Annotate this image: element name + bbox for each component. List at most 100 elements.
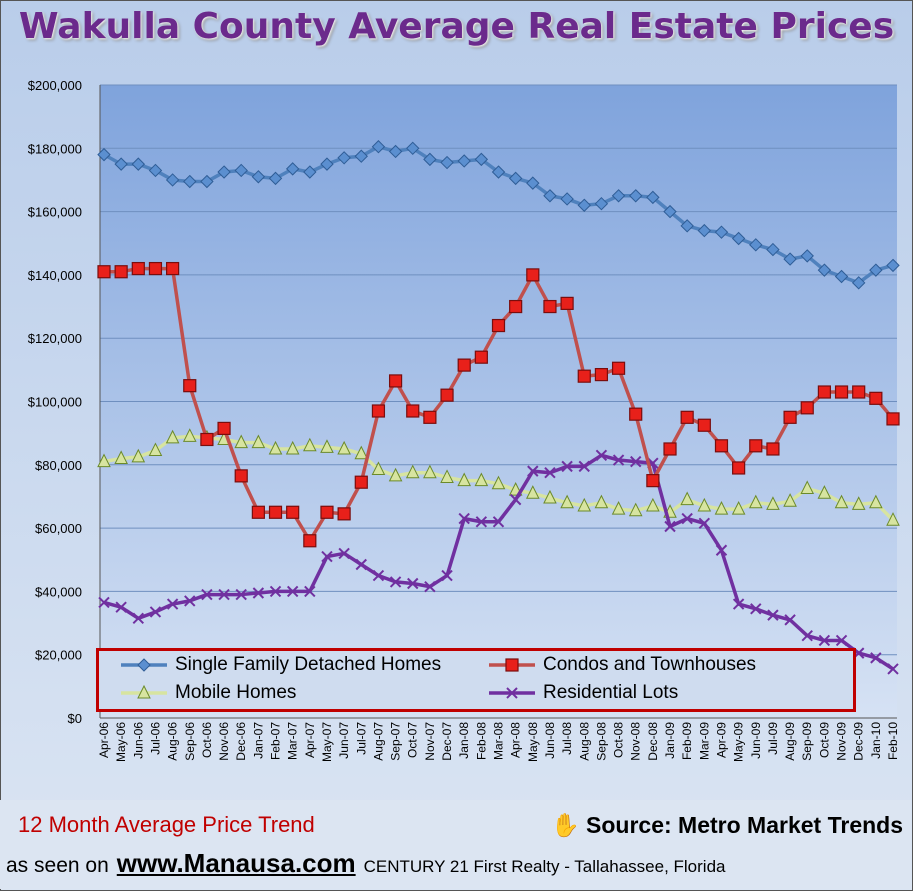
x-tick-label: Aug-07: [371, 722, 385, 761]
x-marker: [561, 460, 573, 473]
x-marker: [835, 634, 848, 647]
x-tick-label: Apr-09: [714, 722, 728, 758]
x-tick-label: Jul-07: [354, 722, 368, 755]
x-tick-label: Nov-08: [629, 722, 643, 761]
triangle-marker: [611, 500, 626, 515]
x-marker: [870, 652, 882, 664]
series-single-family-detached-homes: [97, 140, 900, 290]
square-marker: [320, 505, 334, 519]
triangle-marker: [731, 500, 746, 515]
diamond-marker: [766, 242, 780, 257]
square-marker: [491, 318, 506, 333]
triangle-marker: [577, 497, 592, 512]
diamond-legend-icon: [121, 658, 167, 672]
triangle-marker: [680, 491, 694, 506]
x-tick-label: Jul-06: [148, 722, 162, 755]
triangle-marker: [594, 494, 609, 509]
x-marker: [767, 609, 779, 621]
diamond-marker: [440, 155, 454, 170]
diamond-marker: [320, 157, 334, 171]
diamond-marker: [560, 192, 574, 206]
chart-svg: $0 $20,000 $40,000 $60,000 $80,000 $100,000 $1…: [28, 78, 900, 762]
x-tick-label: May-07: [320, 722, 334, 762]
diamond-marker: [851, 276, 866, 290]
square-marker: [852, 385, 866, 399]
x-marker: [304, 585, 316, 598]
triangle-marker: [337, 440, 351, 455]
x-tick-label: Mar-09: [697, 722, 711, 760]
x-marker: [132, 612, 145, 625]
square-marker: [732, 461, 746, 475]
square-marker: [646, 474, 660, 488]
website-line: as seen on www.Manausa.com CENTURY 21 Firs…: [6, 848, 726, 878]
diamond-marker: [834, 269, 849, 284]
legend-item: Single Family Detached Homes: [119, 654, 441, 676]
triangle-marker: [697, 497, 712, 512]
diamond-marker: [371, 140, 386, 154]
x-marker: [595, 449, 608, 462]
diamond-marker: [800, 249, 814, 263]
triangle-marker: [748, 494, 763, 509]
square-marker: [526, 268, 540, 282]
square-marker: [663, 442, 677, 456]
diamond-marker: [714, 225, 729, 239]
diamond-marker: [268, 171, 283, 186]
square-marker: [337, 507, 351, 521]
diamond-marker: [594, 196, 609, 211]
x-tick-label: Jun-08: [543, 722, 557, 759]
triangle-marker: [800, 480, 815, 495]
square-marker: [457, 358, 471, 372]
y-tick-label: $160,000: [28, 205, 82, 220]
diamond-marker: [491, 165, 506, 179]
square-marker: [217, 421, 231, 436]
diamond-marker: [354, 149, 368, 163]
x-tick-label: May-06: [114, 722, 128, 762]
x-marker: [784, 614, 796, 626]
diamond-marker: [697, 223, 712, 238]
x-marker: [338, 547, 350, 560]
diamond-marker: [731, 231, 746, 246]
x-legend-icon: [489, 687, 535, 699]
x-tick-label: Apr-06: [97, 722, 111, 758]
x-tick-label: Oct-08: [612, 722, 626, 758]
x-tick-label: Sep-07: [389, 722, 403, 761]
x-marker: [372, 569, 385, 582]
x-marker: [492, 516, 505, 528]
square-marker: [783, 410, 797, 424]
x-marker: [269, 585, 282, 598]
x-marker: [475, 516, 488, 528]
x-tick-label: May-09: [732, 722, 746, 762]
diamond-marker: [303, 165, 317, 179]
x-tick-label: Jan-09: [663, 722, 677, 759]
x-marker: [732, 598, 745, 610]
source-caption: ✋ Source: Metro Market Trends: [551, 812, 903, 838]
square-marker: [114, 265, 128, 279]
square-marker: [834, 385, 849, 399]
legend-item: Residential Lots: [487, 682, 678, 704]
triangle-marker: [371, 461, 386, 476]
diamond-marker: [629, 189, 643, 203]
x-marker: [424, 580, 436, 593]
x-tick-label: Apr-07: [303, 722, 317, 758]
series-mobile-homes: [97, 428, 900, 526]
diamond-marker: [285, 162, 300, 176]
triangle-marker: [137, 684, 151, 699]
diamond-marker: [165, 173, 180, 187]
x-tick-label: Jan-07: [251, 722, 265, 759]
trend-caption: 12 Month Average Price Trend: [18, 812, 315, 837]
x-tick-label: Oct-09: [817, 722, 831, 758]
x-tick-label: Apr-08: [509, 722, 523, 758]
x-marker: [715, 544, 728, 556]
legend-item: Mobile Homes: [119, 682, 296, 704]
x-marker: [509, 493, 522, 506]
x-tick-label: Jul-08: [560, 722, 574, 755]
square-marker: [749, 439, 763, 453]
website-link[interactable]: www.Manausa.com: [116, 848, 356, 878]
square-marker: [354, 475, 368, 489]
square-marker: [268, 505, 283, 519]
x-marker: [818, 634, 831, 647]
legend-label: Residential Lots: [543, 682, 679, 703]
x-tick-label: Sep-09: [800, 722, 814, 761]
x-marker: [355, 558, 367, 571]
series-residential-lots: [98, 449, 899, 675]
